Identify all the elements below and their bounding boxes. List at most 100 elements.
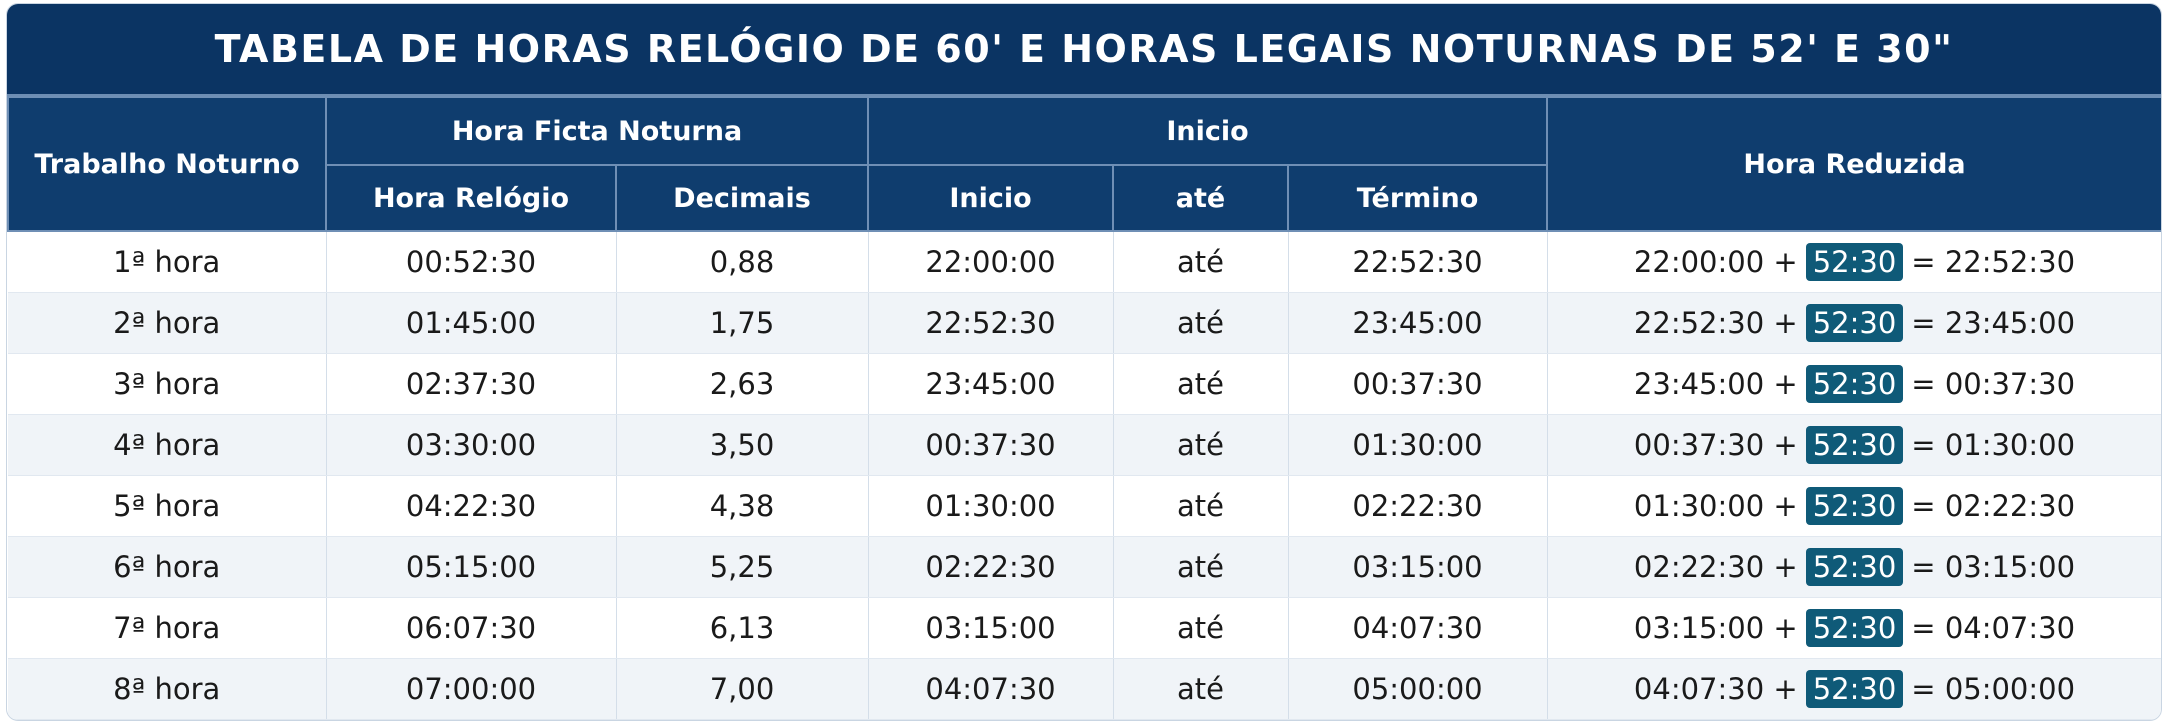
cell: 03:30:00 [326,414,617,476]
cell: 22:52:30 [868,292,1114,354]
cell: 02:22:30 [1288,475,1548,537]
cell: 5ª hora [8,475,327,537]
cell: 1ª hora [8,231,327,293]
end-time: 23:45:00 [1944,306,2076,340]
reduced-cell: 00:37:30 +52:30 = 01:30:00 [1547,414,2161,476]
badge: 52:30 [1805,243,1904,281]
reduced-cell: 01:30:00 +52:30 = 02:22:30 [1547,475,2161,537]
badge: 52:30 [1805,365,1904,403]
end-time: 01:30:00 [1944,428,2076,462]
cell: 02:37:30 [326,353,617,415]
cell: até [1113,658,1289,720]
operator: + [1773,428,1798,462]
table-row: 8ª hora 07:00:00 7,00 04:07:30 até 05:00:00 04… [8,658,2161,720]
cell: 00:37:30 [1288,353,1548,415]
badge: 52:30 [1805,548,1904,586]
group-header: Hora Ficta Noturna [325,96,869,166]
sub-header: Hora Relógio [325,164,617,232]
cell: até [1113,414,1289,476]
operator: + [1773,306,1798,340]
cell: 07:00:00 [326,658,617,720]
operator: + [1773,245,1798,279]
cell: até [1113,475,1289,537]
table-row: 3ª hora 02:37:30 2,63 23:45:00 até 00:37:30 23… [8,353,2161,415]
cell: 01:45:00 [326,292,617,354]
cell: 22:52:30 [1288,231,1548,293]
cell: até [1113,231,1289,293]
table-row: 1ª hora 00:52:30 0,88 22:00:00 até 22:52:30 22… [8,231,2161,293]
cell: até [1113,597,1289,659]
start-time: 22:52:30 [1633,306,1765,340]
operator: + [1773,489,1798,523]
end-time: 03:15:00 [1944,550,2076,584]
start-time: 02:22:30 [1633,550,1765,584]
operator: = [1911,367,1936,401]
table-row: 6ª hora 05:15:00 5,25 02:22:30 até 03:15:00 02… [8,536,2161,598]
cell: 6,13 [616,597,869,659]
reduced-cell: 04:07:30 +52:30 = 05:00:00 [1547,658,2161,720]
cell: 4ª hora [8,414,327,476]
operator: = [1911,550,1936,584]
cell: 05:00:00 [1288,658,1548,720]
badge: 52:30 [1805,487,1904,525]
cell: 7,00 [616,658,869,720]
cell: até [1113,353,1289,415]
table: Trabalho Noturno Hora Ficta Noturna Inic… [7,96,2161,720]
cell: 3ª hora [8,353,327,415]
cell: 01:30:00 [1288,414,1548,476]
cell: até [1113,536,1289,598]
badge: 52:30 [1805,304,1904,342]
cell: 22:00:00 [868,231,1114,293]
table-row: 2ª hora 01:45:00 1,75 22:52:30 até 23:45:00 22… [8,292,2161,354]
table-row: 4ª hora 03:30:00 3,50 00:37:30 até 01:30:00 00… [8,414,2161,476]
cell: 06:07:30 [326,597,617,659]
group-header: Hora Reduzida [1546,96,2161,232]
end-time: 05:00:00 [1944,672,2076,706]
end-time: 04:07:30 [1944,611,2076,645]
group-header: Trabalho Noturno [7,96,327,232]
end-time: 00:37:30 [1944,367,2076,401]
operator: = [1911,489,1936,523]
table-card: TABELA DE HORAS RELÓGIO DE 60' E HORAS L… [6,3,2162,721]
group-header: Inicio [867,96,1548,166]
title: TABELA DE HORAS RELÓGIO DE 60' E HORAS L… [7,4,2161,96]
start-time: 04:07:30 [1633,672,1765,706]
cell: 23:45:00 [1288,292,1548,354]
operator: = [1911,245,1936,279]
badge: 52:30 [1805,670,1904,708]
start-time: 23:45:00 [1633,367,1765,401]
cell: 04:07:30 [1288,597,1548,659]
reduced-cell: 22:52:30 +52:30 = 23:45:00 [1547,292,2161,354]
cell: 00:37:30 [868,414,1114,476]
end-time: 02:22:30 [1944,489,2076,523]
table-row: 5ª hora 04:22:30 4,38 01:30:00 até 02:22:30 01… [8,475,2161,537]
operator: = [1911,672,1936,706]
cell: 0,88 [616,231,869,293]
cell: 2ª hora [8,292,327,354]
sub-header: Decimais [615,164,869,232]
cell: 03:15:00 [1288,536,1548,598]
cell: 04:22:30 [326,475,617,537]
cell: 01:30:00 [868,475,1114,537]
start-time: 01:30:00 [1633,489,1765,523]
start-time: 00:37:30 [1633,428,1765,462]
sub-header: Inicio [867,164,1114,232]
cell: 4,38 [616,475,869,537]
cell: 02:22:30 [868,536,1114,598]
start-time: 22:00:00 [1633,245,1765,279]
cell: 03:15:00 [868,597,1114,659]
cell: 23:45:00 [868,353,1114,415]
badge: 52:30 [1805,426,1904,464]
cell: 7ª hora [8,597,327,659]
cell: 04:07:30 [868,658,1114,720]
operator: = [1911,428,1936,462]
sub-header: até [1112,164,1289,232]
cell: 00:52:30 [326,231,617,293]
cell: 3,50 [616,414,869,476]
operator: + [1773,550,1798,584]
reduced-cell: 23:45:00 +52:30 = 00:37:30 [1547,353,2161,415]
sub-header: Término [1287,164,1548,232]
operator: = [1911,306,1936,340]
badge: 52:30 [1805,609,1904,647]
cell: 05:15:00 [326,536,617,598]
